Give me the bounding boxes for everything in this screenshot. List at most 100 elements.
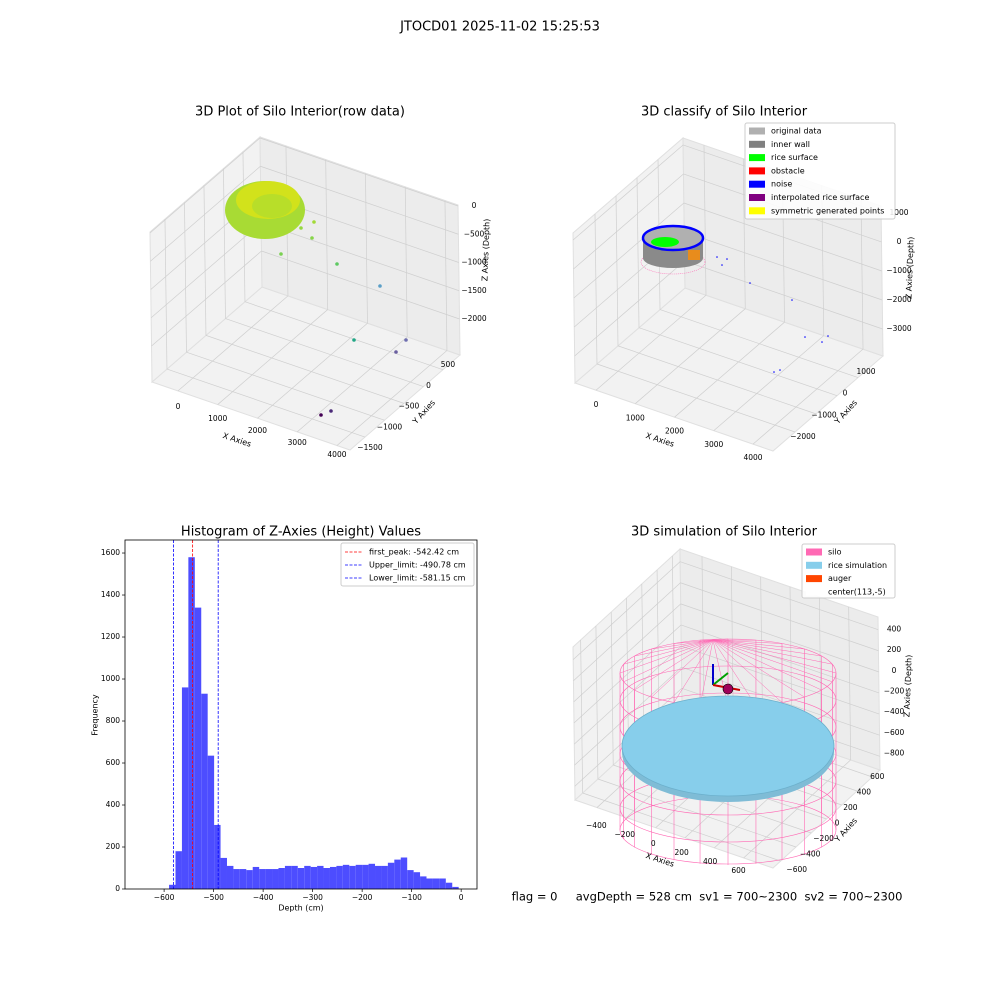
bar [278,868,285,889]
z-tick-label: 200 [887,645,902,654]
plot-title: 3D simulation of Silo Interior [631,525,818,540]
y-tick-label: 1200 [101,632,120,641]
bar [394,859,401,889]
point-cloud [252,194,292,218]
grid-line [594,213,598,365]
legend-swatch [749,167,765,175]
bar [175,851,182,889]
wire [712,639,837,674]
bar [220,857,227,889]
bar [181,687,189,889]
bar [336,865,343,889]
wire [712,639,757,706]
grid-line [595,625,599,780]
legend-swatch [749,154,765,162]
x-tick-label: 4000 [743,453,762,462]
bar [323,868,330,889]
grid-line [217,309,328,405]
grid-line [703,145,707,296]
wire [623,639,714,665]
bar [413,872,421,889]
bar [297,868,305,889]
bar [233,869,240,889]
grid-line [597,778,797,848]
axis-label: Z Axies (Depth) [902,655,913,718]
legend-label: inner wall [771,140,810,149]
grid-line [680,582,879,652]
x-axis-label: Depth (cm) [278,904,323,913]
grid-line [365,173,368,324]
z-tick-label: 0 [892,666,897,675]
wire [712,639,783,644]
legend-box [340,542,475,587]
legend-swatch [806,548,822,556]
y-tick-label: 200 [843,803,858,812]
grid-line [177,295,289,392]
z-tick-label: −1000 [461,258,487,267]
z-tick-label: −800 [884,749,905,758]
grid-line [574,260,685,357]
grid-line [595,294,707,391]
x-tick-label: 0 [594,400,599,409]
y-tick-label: 400 [106,800,121,809]
grid-line [680,624,880,694]
grid-line [636,177,640,328]
grid-line [444,200,448,351]
z-tick-label: −500 [464,229,485,238]
y-tick-label: −500 [399,402,420,411]
y-tick-label: −200 [813,834,834,843]
grid-line [615,195,619,346]
scatter-points [279,220,408,417]
grid-line [626,597,629,752]
grid-line [573,603,681,703]
grid-line [638,327,838,397]
x-tick-label: 400 [703,857,718,866]
plot-contents [225,181,837,865]
wire [651,639,714,650]
x-tick-label: 200 [675,848,690,857]
x-tick-label: −400 [586,821,607,830]
grid-line [848,606,852,760]
legend-label: auger [828,574,852,583]
legend-swatch [749,140,765,148]
y-tick-label: −1500 [357,443,383,452]
grid-line [730,566,734,720]
grid-line [701,556,705,710]
legend-box [801,543,896,599]
bar [272,869,279,889]
y-tick-label: 500 [441,360,456,369]
grid-line [149,137,261,234]
bar [194,607,202,889]
z-tick-label: −3000 [886,324,912,333]
classified-cloud [640,224,829,373]
bar [201,693,208,889]
x-tick-label: 3000 [704,440,723,449]
bar [400,857,408,889]
y-tick-label: 600 [106,758,121,767]
wire [623,639,714,683]
legend-label: rice surface [771,153,818,162]
bar [169,884,176,889]
y-tick-label: 800 [106,716,121,725]
legend-swatch [749,180,765,188]
x-tick-label: −100 [401,893,422,902]
x-tick-label: −400 [253,893,274,902]
auger [712,664,741,695]
grid-line [573,582,681,682]
bar [432,878,440,889]
grid-line [203,185,207,336]
grid-line [742,158,746,309]
grid-line [574,666,682,766]
z-tick-label: 1000 [889,208,908,217]
grid-line [641,583,645,738]
legend-swatch [749,194,765,201]
z-tick-label: 0 [472,201,477,210]
bar [355,864,363,889]
grid-line [184,202,187,353]
grid-line [659,309,859,378]
z-tick-label: −2000 [886,295,912,304]
annotations: JTOCD01 2025-11-02 15:25:53 flag = 0 avg… [91,20,916,913]
z-tick-label: −1500 [461,286,487,295]
y-tick-label: 1400 [101,590,120,599]
grid-line [582,792,781,862]
